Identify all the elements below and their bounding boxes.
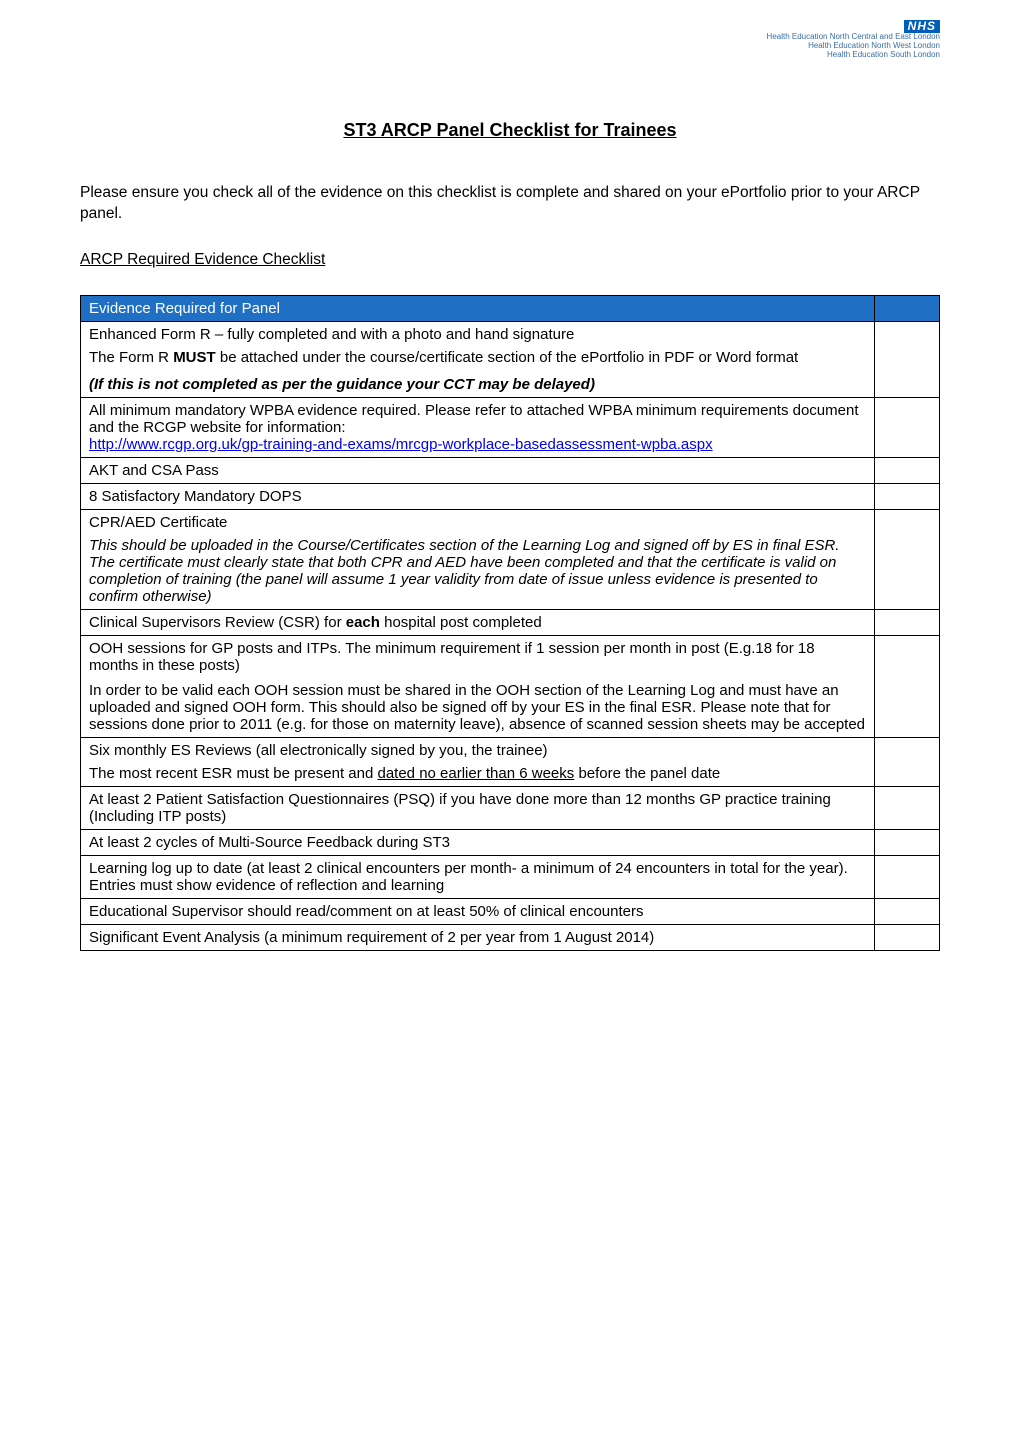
cell-cpr: CPR/AED Certificate This should be uploa…: [81, 509, 875, 609]
cell-es-comment: Educational Supervisor should read/comme…: [81, 898, 875, 924]
form-r-warning: (If this is not completed as per the gui…: [89, 376, 866, 393]
cell-akt-csa: AKT and CSA Pass: [81, 457, 875, 483]
tick-cell: [875, 635, 940, 737]
csr-pre: Clinical Supervisors Review (CSR) for: [89, 614, 346, 631]
esr-pre: The most recent ESR must be present and: [89, 765, 377, 782]
tick-cell: [875, 737, 940, 786]
table-row: 8 Satisfactory Mandatory DOPS: [81, 483, 940, 509]
cpr-title: CPR/AED Certificate: [89, 514, 866, 531]
esr-post: before the panel date: [574, 765, 720, 782]
form-r-line-2: The Form R MUST be attached under the co…: [89, 349, 866, 366]
cell-sea: Significant Event Analysis (a minimum re…: [81, 924, 875, 950]
cell-psq: At least 2 Patient Satisfaction Question…: [81, 786, 875, 829]
cell-ooh: OOH sessions for GP posts and ITPs. The …: [81, 635, 875, 737]
cell-learning-log: Learning log up to date (at least 2 clin…: [81, 855, 875, 898]
logo-line-2: Health Education North West London: [808, 41, 940, 50]
wpba-link[interactable]: http://www.rcgp.org.uk/gp-training-and-e…: [89, 436, 713, 453]
wpba-text: All minimum mandatory WPBA evidence requ…: [89, 402, 859, 436]
tick-cell: [875, 397, 940, 457]
tick-cell: [875, 457, 940, 483]
table-row: Enhanced Form R – fully completed and wi…: [81, 321, 940, 397]
esr-line-2: The most recent ESR must be present and …: [89, 765, 866, 782]
page-title-text: ST3 ARCP Panel Checklist for Trainees: [343, 120, 676, 140]
cpr-detail: This should be uploaded in the Course/Ce…: [89, 537, 866, 605]
table-row: CPR/AED Certificate This should be uploa…: [81, 509, 940, 609]
tick-cell: [875, 509, 940, 609]
header-logo: NHS Health Education North Central and E…: [767, 20, 940, 60]
evidence-table: Evidence Required for Panel Enhanced For…: [80, 295, 940, 951]
csr-bold: each: [346, 614, 380, 631]
section-label: ARCP Required Evidence Checklist: [80, 251, 940, 269]
cell-csr: Clinical Supervisors Review (CSR) for ea…: [81, 609, 875, 635]
esr-underline: dated no earlier than 6 weeks: [377, 765, 574, 782]
form-r-line-2-bold: MUST: [173, 349, 216, 366]
ooh-line-1: OOH sessions for GP posts and ITPs. The …: [89, 640, 866, 674]
table-row: Clinical Supervisors Review (CSR) for ea…: [81, 609, 940, 635]
cell-form-r: Enhanced Form R – fully completed and wi…: [81, 321, 875, 397]
table-row: AKT and CSA Pass: [81, 457, 940, 483]
tick-cell: [875, 321, 940, 397]
table-row: Six monthly ES Reviews (all electronical…: [81, 737, 940, 786]
page: NHS Health Education North Central and E…: [0, 0, 1020, 1443]
tick-cell: [875, 898, 940, 924]
form-r-line-1: Enhanced Form R – fully completed and wi…: [89, 326, 866, 343]
table-header-tick: [875, 295, 940, 321]
page-title: ST3 ARCP Panel Checklist for Trainees: [80, 120, 940, 141]
cell-esr: Six monthly ES Reviews (all electronical…: [81, 737, 875, 786]
ooh-line-2: In order to be valid each OOH session mu…: [89, 682, 866, 733]
table-header: Evidence Required for Panel: [81, 295, 875, 321]
esr-line-1: Six monthly ES Reviews (all electronical…: [89, 742, 866, 759]
logo-line-3: Health Education South London: [827, 50, 940, 59]
table-row: Learning log up to date (at least 2 clin…: [81, 855, 940, 898]
tick-cell: [875, 855, 940, 898]
table-row: OOH sessions for GP posts and ITPs. The …: [81, 635, 940, 737]
tick-cell: [875, 786, 940, 829]
table-row: All minimum mandatory WPBA evidence requ…: [81, 397, 940, 457]
table-row: Educational Supervisor should read/comme…: [81, 898, 940, 924]
table-row: Significant Event Analysis (a minimum re…: [81, 924, 940, 950]
form-r-line-2-pre: The Form R: [89, 349, 173, 366]
csr-post: hospital post completed: [380, 614, 542, 631]
table-row: At least 2 Patient Satisfaction Question…: [81, 786, 940, 829]
tick-cell: [875, 924, 940, 950]
table-row: At least 2 cycles of Multi-Source Feedba…: [81, 829, 940, 855]
cell-msf: At least 2 cycles of Multi-Source Feedba…: [81, 829, 875, 855]
cell-dops: 8 Satisfactory Mandatory DOPS: [81, 483, 875, 509]
table-header-row: Evidence Required for Panel: [81, 295, 940, 321]
intro-paragraph: Please ensure you check all of the evide…: [80, 183, 940, 225]
tick-cell: [875, 483, 940, 509]
cell-wpba: All minimum mandatory WPBA evidence requ…: [81, 397, 875, 457]
tick-cell: [875, 829, 940, 855]
tick-cell: [875, 609, 940, 635]
logo-line-1: Health Education North Central and East …: [767, 32, 940, 41]
form-r-line-2-post: be attached under the course/certificate…: [216, 349, 799, 366]
